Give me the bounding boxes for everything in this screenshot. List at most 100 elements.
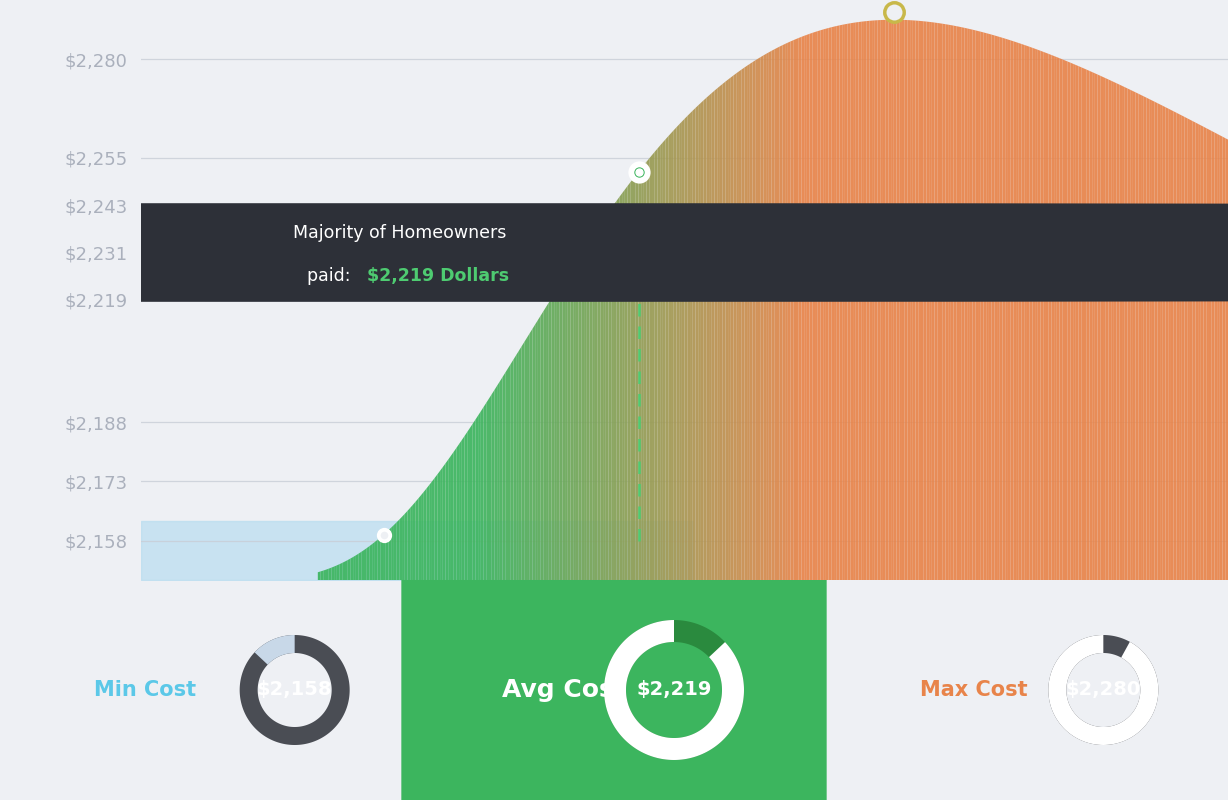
Polygon shape	[1076, 65, 1078, 580]
Polygon shape	[451, 452, 453, 580]
Polygon shape	[377, 538, 381, 580]
Polygon shape	[1040, 50, 1044, 580]
Polygon shape	[383, 533, 386, 580]
Polygon shape	[527, 333, 529, 580]
Polygon shape	[750, 62, 753, 580]
Polygon shape	[798, 37, 802, 580]
Polygon shape	[910, 20, 912, 580]
Polygon shape	[529, 329, 533, 580]
Polygon shape	[769, 51, 771, 580]
Polygon shape	[1206, 128, 1210, 580]
Polygon shape	[350, 557, 354, 580]
Polygon shape	[600, 220, 603, 580]
Polygon shape	[573, 260, 576, 580]
Polygon shape	[332, 566, 334, 580]
Polygon shape	[775, 48, 777, 580]
Polygon shape	[894, 20, 896, 580]
Polygon shape	[1219, 135, 1223, 580]
Polygon shape	[367, 546, 370, 580]
Polygon shape	[690, 110, 693, 580]
Polygon shape	[677, 124, 679, 580]
Polygon shape	[1154, 102, 1157, 580]
Polygon shape	[1019, 43, 1022, 580]
Polygon shape	[970, 29, 973, 580]
Polygon shape	[831, 26, 834, 580]
Polygon shape	[560, 281, 562, 580]
Polygon shape	[641, 165, 643, 580]
Polygon shape	[747, 64, 750, 580]
Polygon shape	[1024, 45, 1027, 580]
Polygon shape	[842, 24, 845, 580]
FancyBboxPatch shape	[0, 203, 1228, 302]
Polygon shape	[1195, 122, 1199, 580]
Polygon shape	[578, 252, 581, 580]
Polygon shape	[892, 20, 894, 580]
Text: $2,219: $2,219	[636, 681, 712, 699]
Polygon shape	[345, 560, 348, 580]
Polygon shape	[758, 57, 760, 580]
Polygon shape	[706, 95, 709, 580]
Polygon shape	[1002, 38, 1006, 580]
Polygon shape	[630, 179, 632, 580]
Polygon shape	[453, 448, 457, 580]
Polygon shape	[688, 114, 690, 580]
Polygon shape	[388, 528, 392, 580]
Polygon shape	[885, 20, 888, 580]
Polygon shape	[823, 29, 826, 580]
Polygon shape	[1223, 137, 1226, 580]
Polygon shape	[495, 386, 497, 580]
Polygon shape	[650, 155, 652, 580]
Polygon shape	[508, 364, 511, 580]
Polygon shape	[818, 30, 820, 580]
Polygon shape	[1214, 133, 1217, 580]
Polygon shape	[1212, 131, 1214, 580]
Polygon shape	[348, 558, 350, 580]
Polygon shape	[565, 273, 567, 580]
Polygon shape	[826, 28, 829, 580]
Polygon shape	[728, 78, 731, 580]
Polygon shape	[989, 34, 992, 580]
Polygon shape	[410, 505, 413, 580]
Polygon shape	[899, 20, 901, 580]
Polygon shape	[782, 44, 785, 580]
Polygon shape	[1120, 85, 1122, 580]
Polygon shape	[1060, 58, 1062, 580]
Polygon shape	[780, 46, 782, 580]
Polygon shape	[370, 544, 372, 580]
Polygon shape	[1022, 44, 1024, 580]
Polygon shape	[666, 136, 668, 580]
Text: Avg Cost: Avg Cost	[502, 678, 626, 702]
Polygon shape	[467, 428, 470, 580]
Polygon shape	[1210, 130, 1212, 580]
Polygon shape	[581, 248, 585, 580]
Polygon shape	[901, 20, 905, 580]
Polygon shape	[1089, 71, 1092, 580]
Polygon shape	[954, 26, 957, 580]
Polygon shape	[1087, 70, 1089, 580]
Polygon shape	[1114, 82, 1116, 580]
Polygon shape	[446, 459, 448, 580]
Polygon shape	[847, 23, 850, 580]
Polygon shape	[336, 564, 340, 580]
Polygon shape	[905, 20, 907, 580]
Polygon shape	[652, 152, 655, 580]
Polygon shape	[325, 569, 329, 580]
Polygon shape	[361, 550, 363, 580]
Polygon shape	[397, 519, 399, 580]
Polygon shape	[812, 32, 815, 580]
Polygon shape	[543, 307, 546, 580]
Text: paid:: paid:	[307, 267, 356, 285]
Polygon shape	[604, 620, 744, 760]
Polygon shape	[907, 20, 910, 580]
Polygon shape	[709, 93, 712, 580]
Polygon shape	[766, 52, 769, 580]
Polygon shape	[598, 224, 600, 580]
Polygon shape	[440, 467, 443, 580]
Polygon shape	[950, 25, 954, 580]
Polygon shape	[1049, 54, 1051, 580]
Polygon shape	[850, 23, 853, 580]
Polygon shape	[1122, 86, 1125, 580]
Polygon shape	[1095, 74, 1098, 580]
Polygon shape	[704, 98, 706, 580]
Polygon shape	[1143, 96, 1147, 580]
